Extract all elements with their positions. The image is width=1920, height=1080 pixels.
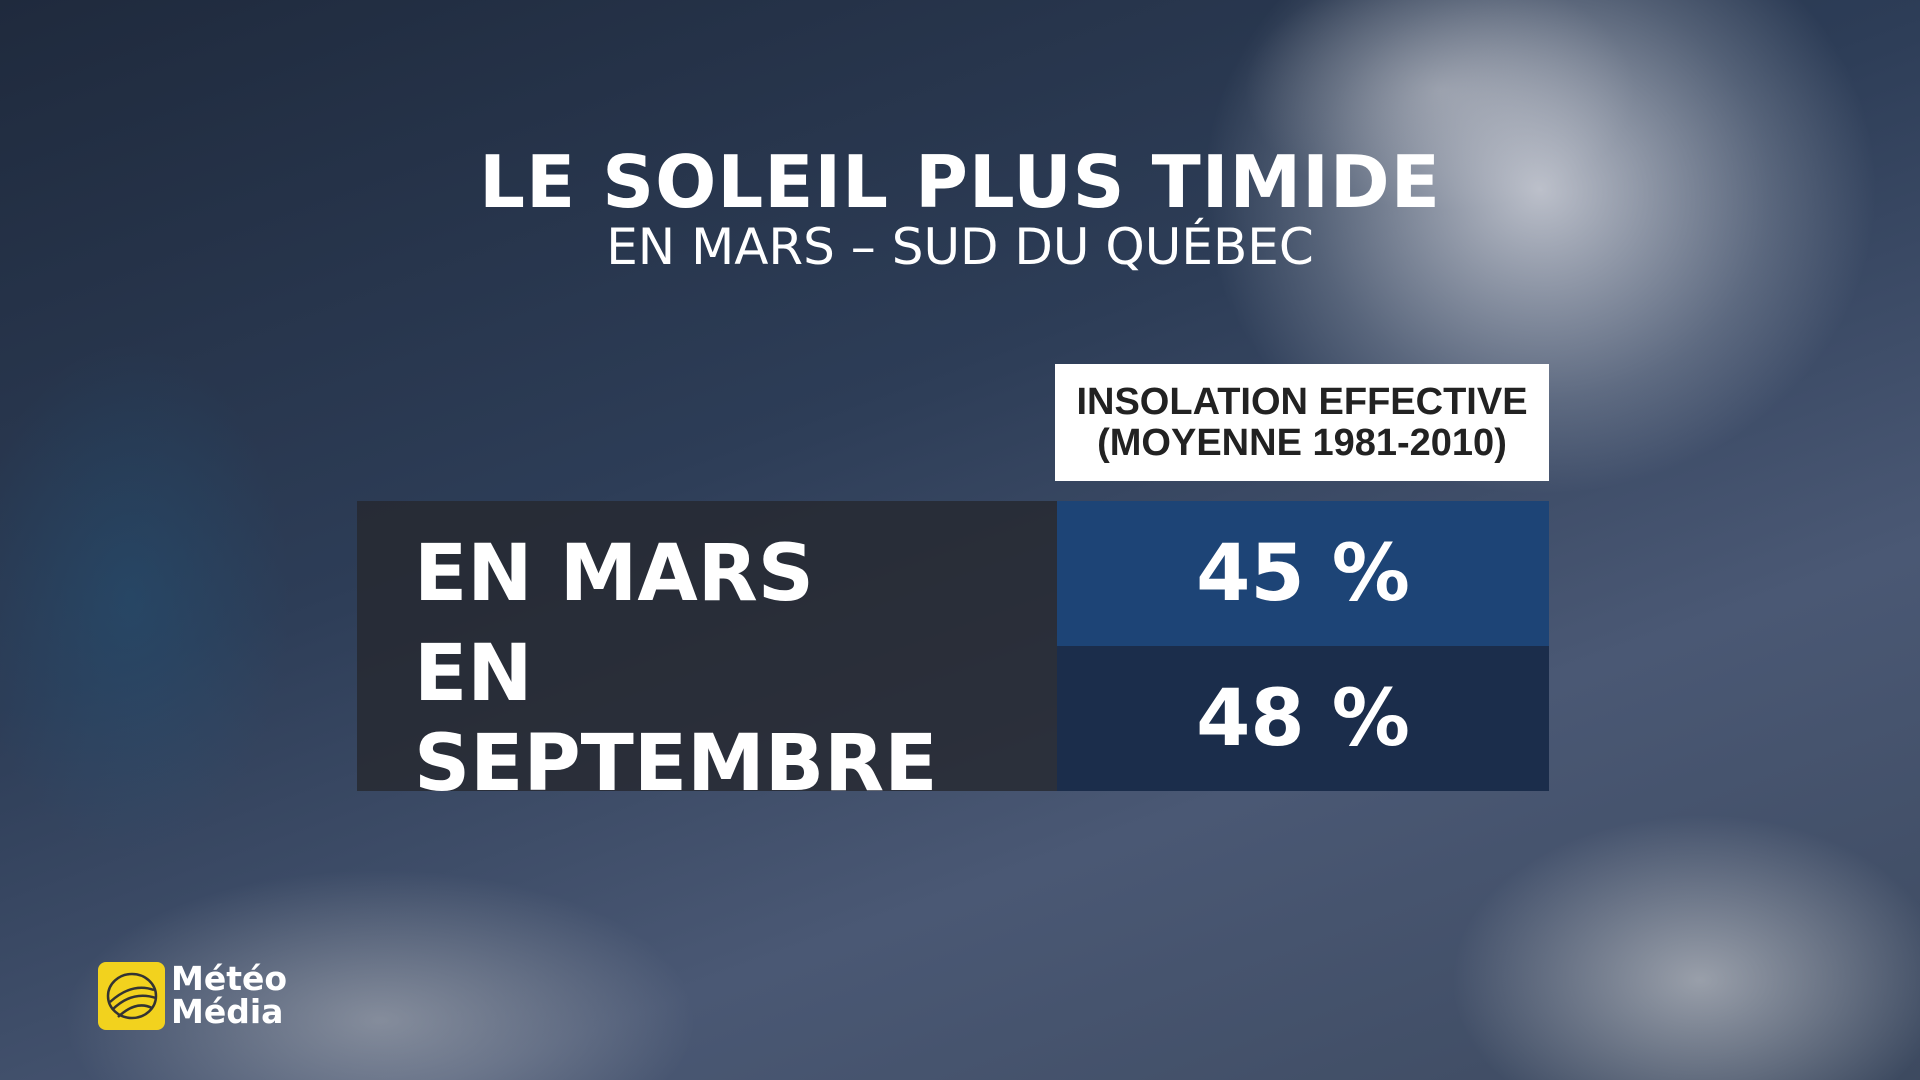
row-label: EN MARS bbox=[357, 501, 1057, 646]
logo-line: Média bbox=[171, 992, 284, 1031]
logo-line: Météo bbox=[171, 959, 288, 998]
row-value: 45 % bbox=[1057, 501, 1549, 646]
column-header-line: INSOLATION EFFECTIVE bbox=[1076, 380, 1528, 423]
logo-icon bbox=[98, 962, 165, 1030]
logo-graphic bbox=[106, 972, 158, 1020]
column-header-line: (MOYENNE 1981-2010) bbox=[1097, 421, 1507, 464]
row-value: 48 % bbox=[1057, 646, 1549, 791]
row-label: EN SEPTEMBRE bbox=[357, 629, 1057, 809]
column-header: INSOLATION EFFECTIVE (MOYENNE 1981-2010) bbox=[1055, 364, 1549, 481]
logo-text: Météo Média bbox=[171, 962, 287, 1028]
subtitle: EN MARS – SUD DU QUÉBEC bbox=[606, 218, 1314, 276]
title: LE SOLEIL PLUS TIMIDE bbox=[479, 140, 1441, 224]
